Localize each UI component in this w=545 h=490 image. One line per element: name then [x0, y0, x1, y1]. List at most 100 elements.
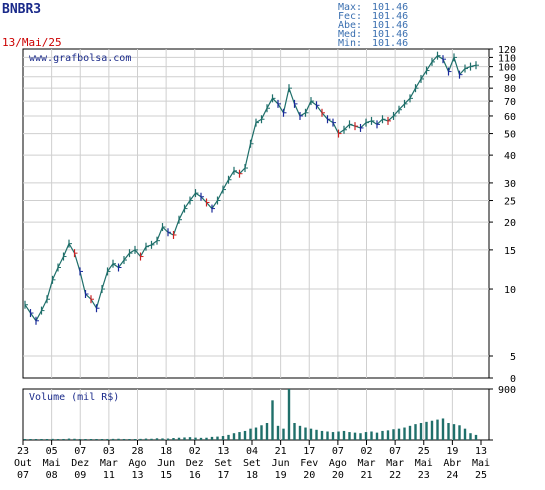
x-tick-label: 07 [332, 446, 344, 457]
volume-bar [320, 430, 324, 440]
price-tick-label: 100 [498, 63, 516, 74]
price-grid [23, 49, 489, 378]
price-tick-label: 10 [504, 285, 516, 296]
x-tick-label: 23 [17, 446, 29, 457]
price-tick-label: 80 [504, 84, 516, 95]
x-tick-label: 17 [217, 470, 229, 481]
x-tick-label: 25 [475, 470, 487, 481]
volume-bar [282, 428, 285, 440]
stat-value: 101.46 [372, 2, 408, 13]
volume-bar [304, 427, 307, 440]
price-tick-label: 70 [504, 97, 516, 108]
x-tick-label: 08 [46, 470, 58, 481]
price-tick-label: 20 [504, 218, 516, 229]
volume-bar [62, 438, 65, 440]
x-tick-label: 07 [389, 446, 401, 457]
stat-label: Min: [338, 38, 362, 49]
volume-bar [205, 437, 208, 440]
volume-bar [51, 438, 54, 440]
volume-bar [188, 437, 192, 440]
x-tick-label: 13 [217, 446, 229, 457]
volume-bar [381, 430, 384, 440]
volume-bar [359, 433, 362, 440]
volume-bar [293, 423, 296, 440]
x-tick-label: 13 [475, 446, 487, 457]
price-tick-label: 40 [504, 151, 516, 162]
x-tick-label: 15 [160, 470, 172, 481]
volume-bar [155, 438, 159, 440]
volume-bar [210, 436, 214, 440]
x-tick-label: Dez [71, 458, 89, 469]
x-tick-label: 28 [131, 446, 143, 457]
volume-bar [199, 437, 203, 440]
x-tick-label: Mar [386, 458, 404, 469]
watermark: www.grafbolsa.com [29, 53, 131, 64]
volume-bar [254, 427, 258, 440]
volume-bar [331, 432, 335, 440]
x-tick-label: 21 [275, 446, 287, 457]
x-tick-label: Mar [100, 458, 118, 469]
volume-bar [265, 423, 269, 440]
volume-label: Volume (mil R$) [29, 392, 119, 403]
price-tick-label: 90 [504, 73, 516, 84]
volume-bar [243, 430, 247, 440]
stat-label: Max: [338, 2, 362, 13]
x-tick-label: Set [214, 458, 232, 469]
ticker-symbol: BNBR3 [2, 2, 41, 17]
x-tick-label: Set [243, 458, 261, 469]
x-tick-label: Mai [415, 458, 433, 469]
x-tick-label: 13 [131, 470, 143, 481]
volume-bar [29, 439, 32, 440]
chart-date: 13/Mai/25 [2, 36, 62, 49]
x-tick-label: 17 [303, 446, 315, 457]
volume-bar [177, 437, 181, 440]
x-tick-label: Mai [43, 458, 61, 469]
x-tick-label: 23 [418, 470, 430, 481]
stat-value: 101.46 [372, 38, 408, 49]
volume-bar [95, 439, 98, 440]
stat-label: Med: [338, 29, 362, 40]
volume-bar [216, 436, 219, 440]
volume-bar [166, 438, 170, 440]
x-tick-label: Ago [329, 458, 347, 469]
volume-bar [249, 428, 252, 440]
x-tick-label: 20 [332, 470, 344, 481]
volume-bar [45, 439, 49, 440]
x-tick-label: 02 [189, 446, 201, 457]
volume-bar [23, 439, 27, 440]
volume-bar [441, 418, 445, 440]
x-tick-label: Out [14, 458, 32, 469]
volume-bar [73, 438, 76, 440]
volume-bar [342, 430, 346, 440]
volume-bar [370, 431, 373, 440]
volume-bar [67, 438, 71, 440]
volume-bar [100, 439, 104, 440]
volume-bar [419, 423, 423, 440]
x-tick-label: 25 [418, 446, 430, 457]
x-tick-label: 07 [17, 470, 29, 481]
x-tick-label: 18 [160, 446, 172, 457]
stat-value: 101.46 [372, 20, 408, 31]
volume-bar [298, 425, 302, 440]
volume-bar [56, 439, 60, 440]
volume-bar [337, 431, 340, 440]
volume-axis: 900 [489, 385, 516, 441]
volume-bar [397, 428, 401, 440]
volume-bar [139, 438, 142, 440]
x-axis-labels: 23Out0705Mai0807Dez0903Mar1128Ago1318Jun… [14, 440, 490, 481]
volume-bar [227, 434, 230, 440]
volume-bar [111, 438, 115, 440]
stat-value: 101.46 [372, 11, 408, 22]
volume-bar [161, 438, 164, 440]
price-tick-label: 0 [510, 374, 516, 385]
volume-bar [144, 438, 148, 440]
x-tick-label: 04 [246, 446, 258, 457]
x-tick-label: 20 [303, 470, 315, 481]
volume-grid [51, 389, 453, 440]
stats-box: Max: 101.46 Fec: 101.46 Abe: 101.46 Med: 101.46… [338, 2, 408, 49]
volume-bar [414, 424, 417, 440]
volume-bar [348, 432, 351, 440]
volume-bar [89, 439, 93, 440]
x-tick-label: 24 [446, 470, 458, 481]
price-frame [22, 48, 490, 379]
